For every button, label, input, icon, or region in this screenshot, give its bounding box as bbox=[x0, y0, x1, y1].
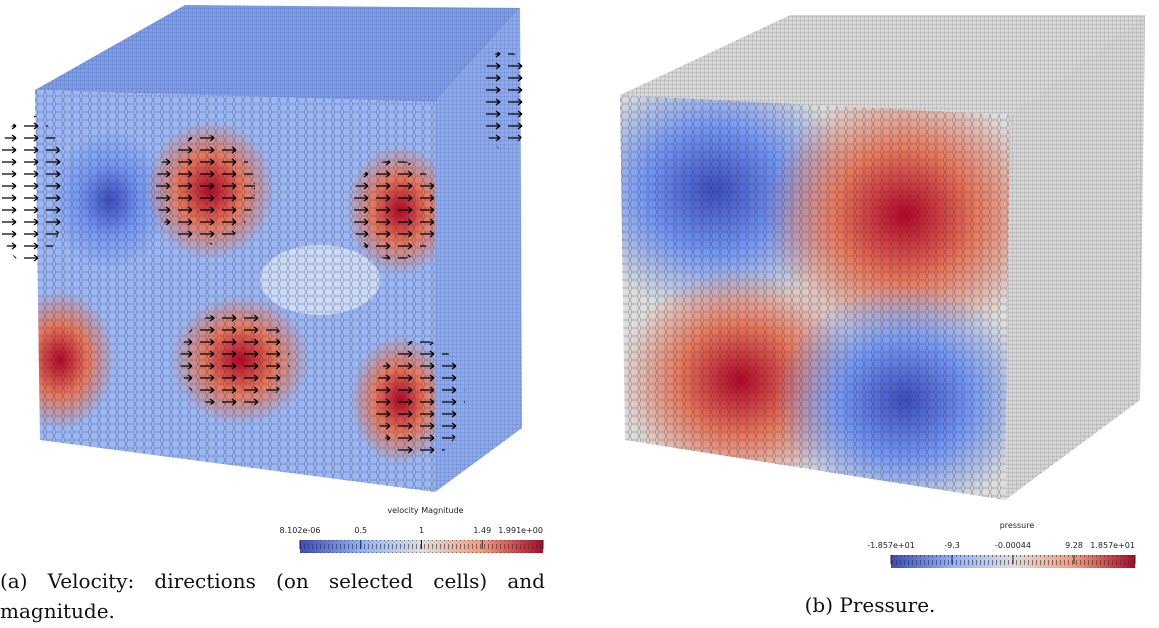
caption: (b) Pressure. bbox=[804, 593, 936, 617]
colorbar-title: pressure bbox=[1000, 521, 1035, 530]
caption: (a) Velocity: directions (on selected ce… bbox=[0, 569, 545, 623]
colorbar-tick-label: 9.28 bbox=[1065, 541, 1083, 550]
colorbar-tick-label: 1.49 bbox=[473, 526, 491, 535]
colorbar-title: velocity Magnitude bbox=[387, 506, 463, 515]
colorbar-tick-label: -9.3 bbox=[944, 541, 960, 550]
colorbar-tick-label: -0.00044 bbox=[995, 541, 1031, 550]
colorbar-tick-label: 1.857e+01 bbox=[1090, 541, 1135, 550]
colorbars: velocity Magnitude 8.102e-06 0.5 1 1.49 1.991… bbox=[280, 506, 1136, 568]
colorbar-tick-label: 0.5 bbox=[354, 526, 367, 535]
colorbar-tick-label: 1.991e+00 bbox=[498, 526, 543, 535]
pressure-cube bbox=[620, 15, 1145, 500]
velocity-cube bbox=[0, 5, 530, 492]
colorbar-tick-label: 8.102e-06 bbox=[280, 526, 321, 535]
colorbar-tick-label: -1.857e+01 bbox=[867, 541, 915, 550]
colorbar-tick-label: 1 bbox=[419, 526, 424, 535]
